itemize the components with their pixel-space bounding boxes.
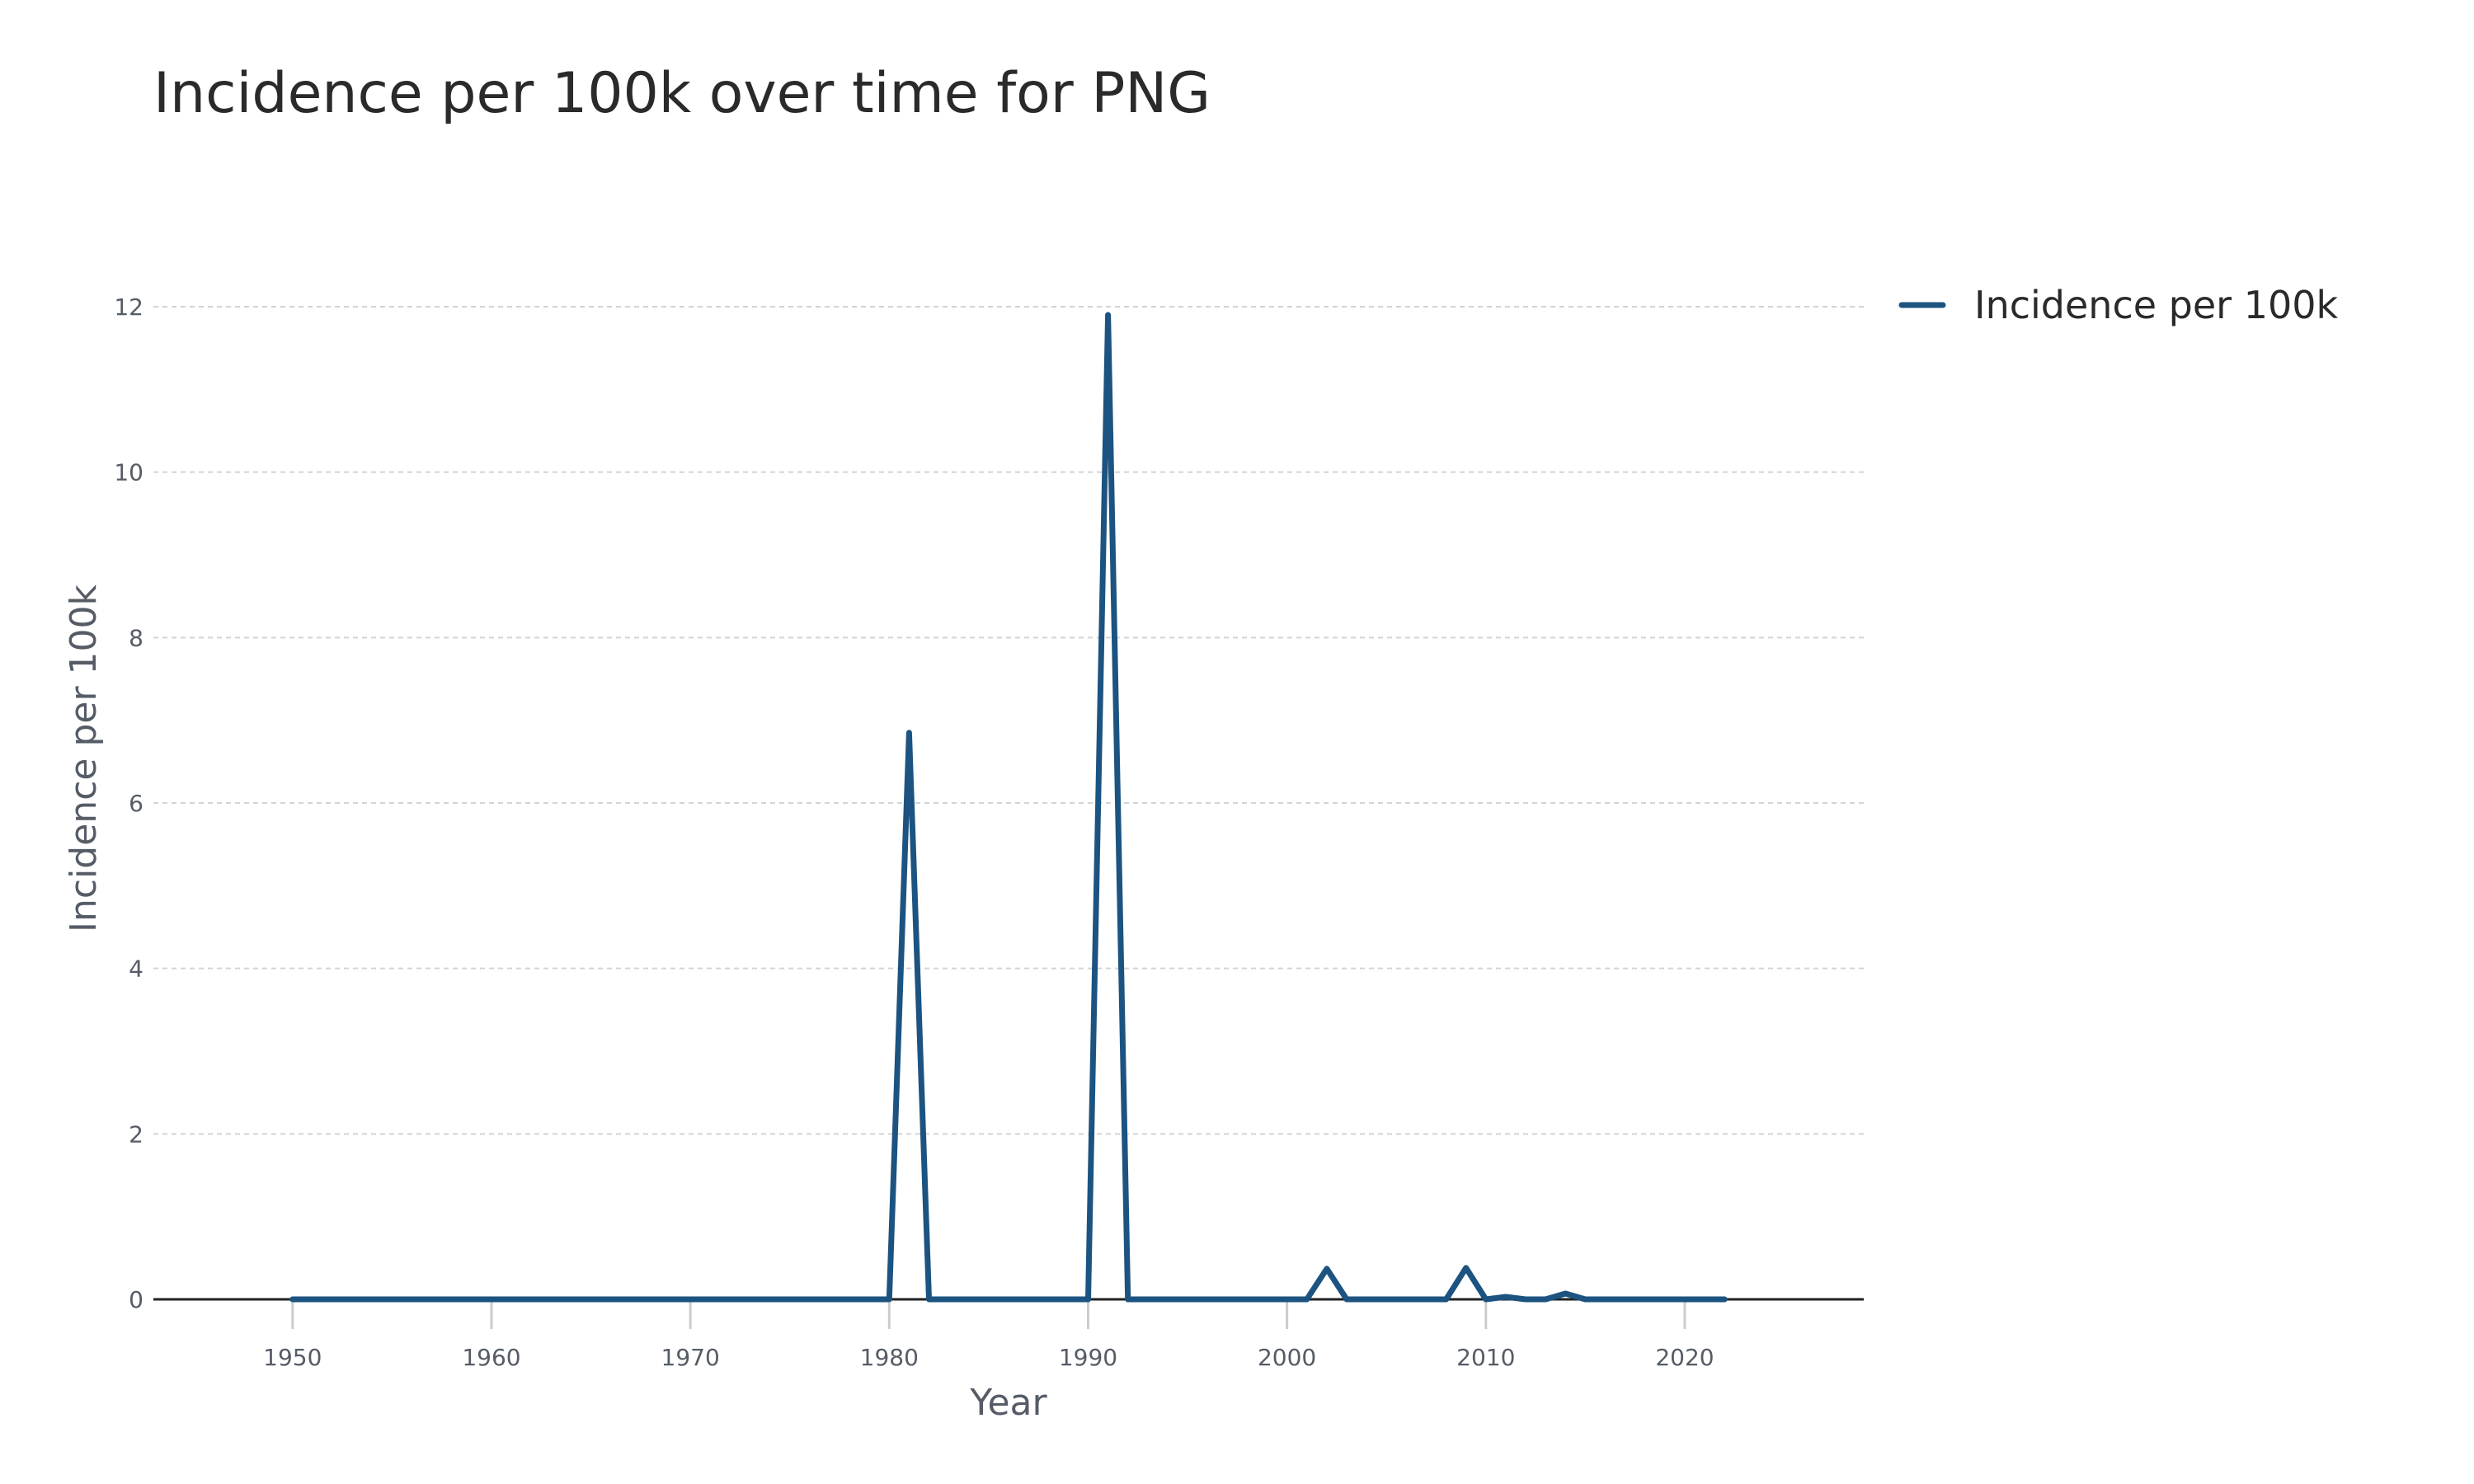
y-tick-label: 10 — [114, 459, 143, 486]
legend-label: Incidence per 100k — [1974, 283, 2338, 327]
y-tick-label: 2 — [129, 1120, 143, 1148]
chart-title: Incidence per 100k over time for PNG — [153, 61, 1211, 126]
y-tick-label: 12 — [114, 294, 143, 321]
series — [289, 312, 1728, 1303]
x-axis-title: Year — [969, 1382, 1047, 1424]
x-tick-label: 1990 — [1059, 1344, 1117, 1371]
x-tick-label: 2020 — [1655, 1344, 1714, 1371]
y-tick-label: 6 — [129, 790, 143, 817]
y-axis-title: Incidence per 100k — [63, 585, 105, 932]
x-tick-label: 2010 — [1456, 1344, 1515, 1371]
x-tick-label: 1970 — [661, 1344, 720, 1371]
x-tick-label: 1960 — [462, 1344, 520, 1371]
series-line — [289, 312, 1728, 1303]
x-tick-label: 1950 — [263, 1344, 322, 1371]
y-tick-label: 4 — [129, 956, 143, 983]
y-axis: 0 2 4 6 8 10 12 — [114, 294, 143, 1313]
grid — [153, 306, 1864, 1135]
y-tick-label: 0 — [129, 1286, 143, 1313]
x-tick-label: 1980 — [860, 1344, 919, 1371]
x-tick-label: 2000 — [1258, 1344, 1316, 1371]
legend: Incidence per 100k — [1898, 283, 2338, 327]
y-tick-label: 8 — [129, 624, 143, 651]
x-axis: 1950 1960 1970 1980 1990 2000 2010 2020 — [263, 1299, 1714, 1371]
